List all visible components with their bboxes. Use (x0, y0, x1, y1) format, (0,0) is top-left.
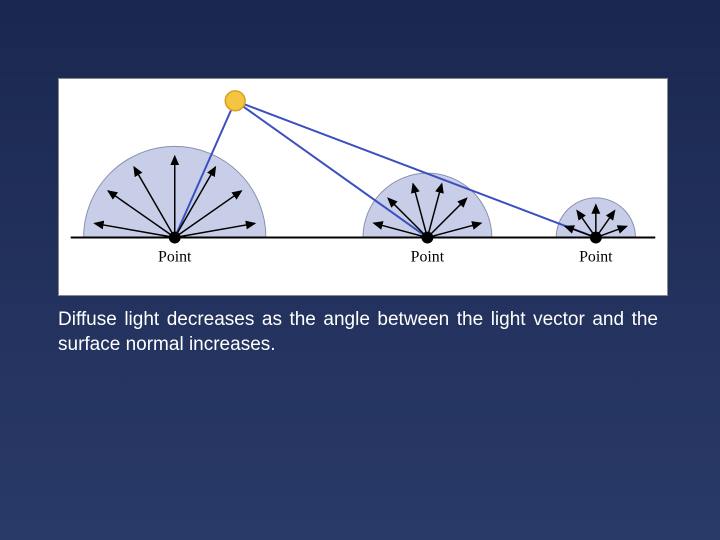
diagram-svg: Point Point Point (59, 79, 667, 295)
svg-text:Point: Point (158, 248, 192, 265)
svg-text:Point: Point (579, 248, 613, 265)
diffuse-light-diagram: Point Point Point (58, 78, 668, 296)
svg-text:Point: Point (411, 248, 445, 265)
caption-text: Diffuse light decreases as the angle bet… (58, 308, 658, 357)
